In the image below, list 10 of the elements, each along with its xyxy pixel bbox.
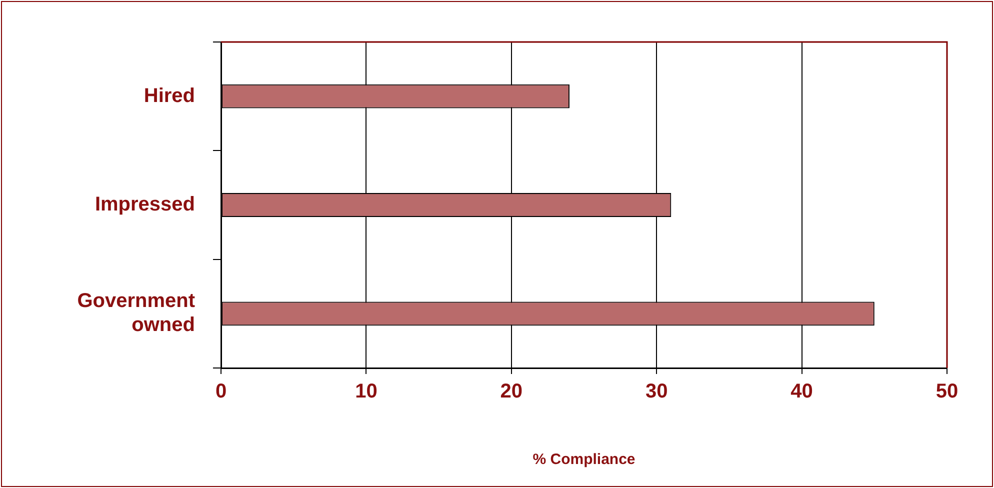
y-tick-label: Hired <box>144 84 195 107</box>
x-tick-label: 20 <box>500 380 523 403</box>
x-tick-label: 10 <box>355 380 378 403</box>
y-tick-label: Impressed <box>94 194 195 216</box>
y-tick-label: Government owned <box>77 290 196 336</box>
x-tick-label: 30 <box>645 380 668 403</box>
x-axis-title: % Compliance <box>532 451 636 468</box>
x-tick-label: 0 <box>215 380 227 403</box>
x-tick-label: 50 <box>936 380 958 403</box>
x-tick-label: 40 <box>790 380 813 403</box>
